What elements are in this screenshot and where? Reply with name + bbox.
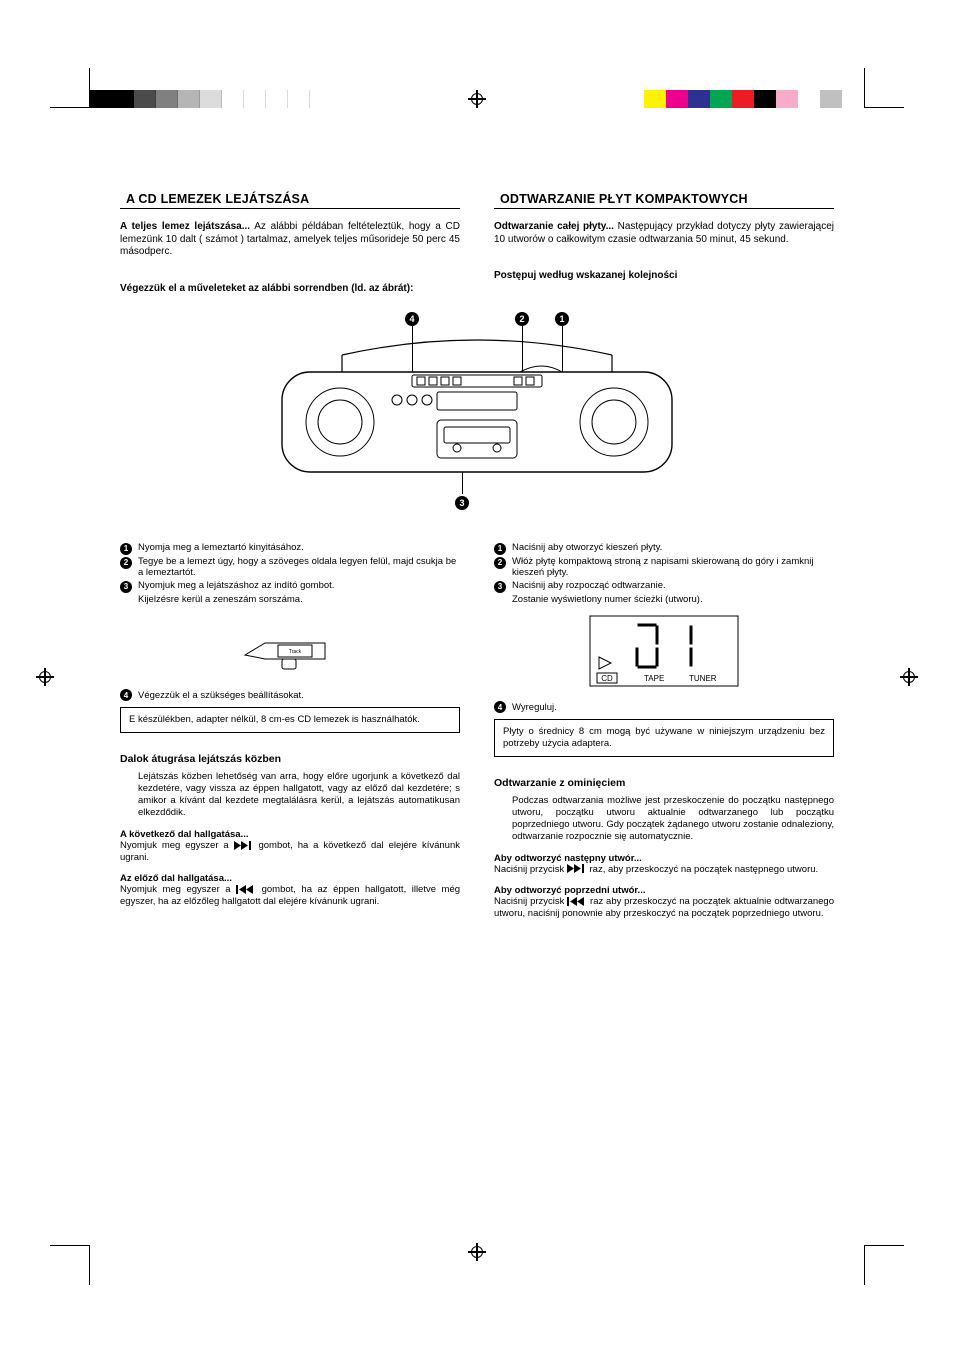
callout-1-icon: 1 [555, 312, 569, 326]
crop-mark [864, 68, 904, 108]
svg-text:TUNER: TUNER [689, 674, 717, 683]
subhead-left: Végezzük el a műveleteket az alábbi sorr… [120, 283, 460, 294]
para-prev-right: Naciśnij przycisk raz aby przeskoczyć na… [494, 896, 834, 920]
para-skip-right: Podczas odtwarzania możliwe jest przesko… [512, 795, 834, 843]
registration-cross-icon [468, 1243, 486, 1261]
registration-cross-icon [36, 668, 54, 686]
para-next-left: Nyomjuk meg egyszer a gombot, ha a követ… [120, 840, 460, 864]
heading-skip-right: Odtwarzanie z ominięciem [494, 777, 834, 789]
step-text: Tegye be a lemezt úgy, hogy a szöveges o… [138, 556, 460, 580]
step-indent: Kijelzésre kerül a zeneszám sorszáma. [138, 594, 460, 605]
callout-3-icon: 3 [455, 496, 469, 510]
crop-mark [50, 68, 90, 108]
print-registration-bottom [0, 1243, 954, 1263]
intro-left: A teljes lemez lejátszása... Az alábbi p… [120, 221, 460, 259]
page-content: A CD LEMEZEK LEJÁTSZÁSA A teljes lemez l… [120, 190, 834, 920]
para-skip-left: Lejátszás közben lehetőség van arra, hog… [138, 771, 460, 819]
column-right: ODTWARZANIE PŁYT KOMPAKTOWYCH Odtwarzani… [494, 190, 834, 294]
callout-4-icon: 4 [405, 312, 419, 326]
heading-skip-left: Dalok átugrása lejátszás közben [120, 753, 460, 765]
lcd-display-icon: CD TAPE TUNER [589, 615, 739, 687]
para-prev-left: Nyomjuk meg egyszer a gombot, ha az éppe… [120, 884, 460, 908]
svg-text:CD: CD [601, 674, 613, 683]
steps-right: 1Naciśnij aby otworzyć kieszeń płyty. 2W… [494, 542, 834, 606]
note-box-left: E készülékben, adapter nélkül, 8 cm-es C… [120, 707, 460, 733]
step4-right: 4Wyreguluj. [494, 701, 834, 713]
step-text: Włóż płytę kompaktową stroną z napisami … [512, 556, 834, 580]
registration-cross-icon [468, 90, 486, 108]
registration-cross-icon [900, 668, 918, 686]
steps-left: 1Nyomja meg a lemeztartó kinyitásához. 2… [120, 542, 460, 606]
print-registration-top [0, 90, 954, 110]
callout-2-icon: 2 [515, 312, 529, 326]
para-next-right: Naciśnij przycisk raz, aby przeskoczyć n… [494, 864, 834, 876]
step-text: Nyomja meg a lemeztartó kinyitásához. [138, 542, 460, 555]
eject-diagram-icon: Track [230, 615, 350, 675]
step-text: Naciśnij aby rozpocząć odtwarzanie. [512, 580, 834, 593]
skip-forward-icon [234, 841, 254, 850]
crop-mark [864, 1245, 904, 1285]
svg-text:TAPE: TAPE [644, 674, 664, 683]
crop-mark [50, 1245, 90, 1285]
heading-prev-left: Az előző dal hallgatása... [120, 873, 460, 884]
step-text: Naciśnij aby otworzyć kieszeń płyty. [512, 542, 834, 555]
svg-text:Track: Track [289, 649, 302, 655]
step-indent: Zostanie wyświetlony numer ścieżki (utwo… [512, 594, 834, 605]
skip-forward-icon [567, 864, 587, 873]
heading-prev-right: Aby odtworzyć poprzedni utwór... [494, 885, 834, 896]
intro-right: Odtwarzanie całej płyty... Następujący p… [494, 221, 834, 246]
skip-back-icon [236, 885, 256, 894]
subhead-right: Postępuj według wskazanej kolejności [494, 270, 834, 281]
heading-next-right: Aby odtworzyć następny utwór... [494, 853, 834, 864]
column-left: A CD LEMEZEK LEJÁTSZÁSA A teljes lemez l… [120, 190, 460, 294]
device-illustration: 4 2 1 [247, 320, 707, 524]
step4-left: 4Végezzük el a szükséges beállításokat. [120, 689, 460, 701]
note-box-right: Płyty o średnicy 8 cm mogą być używane w… [494, 719, 834, 757]
heading-next-left: A következő dal hallgatása... [120, 829, 460, 840]
skip-back-icon [567, 897, 587, 906]
section-title-left: A CD LEMEZEK LEJÁTSZÁSA [120, 190, 460, 209]
section-title-right: ODTWARZANIE PŁYT KOMPAKTOWYCH [494, 190, 834, 209]
step-text: Nyomjuk meg a lejátszáshoz az indító gom… [138, 580, 460, 593]
